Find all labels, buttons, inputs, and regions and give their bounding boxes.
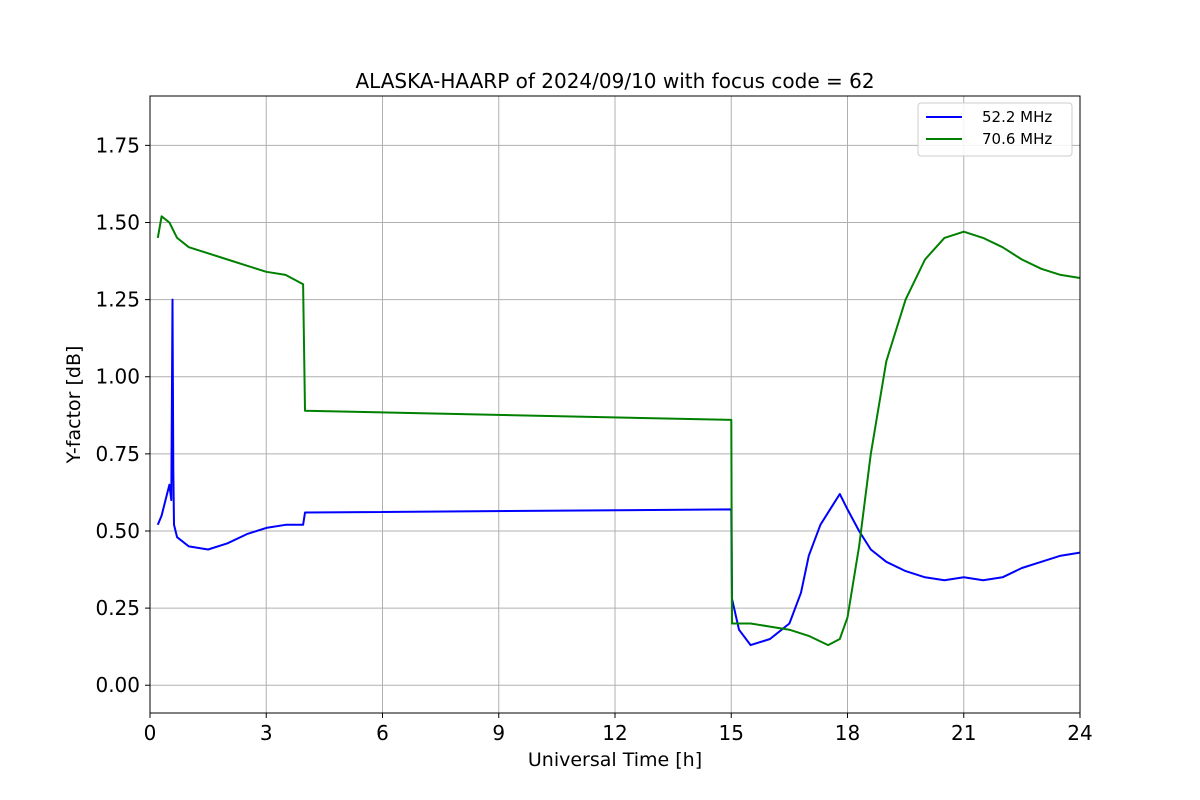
x-tick-label: 21: [951, 721, 976, 745]
x-tick-label: 6: [376, 721, 389, 745]
y-tick-label: 1.25: [95, 288, 140, 312]
y-tick-label: 0.75: [95, 442, 140, 466]
x-tick-label: 9: [492, 721, 505, 745]
x-tick-label: 3: [260, 721, 273, 745]
legend-label-52-mhz: 52.2 MHz: [982, 108, 1052, 126]
axis-ticks: 0 3 6 9 12 15 18 21 24 0.00 0.25 0.50 0.75 1.00 1.25 1.…: [95, 133, 1092, 745]
legend-label-70-mhz: 70.6 MHz: [982, 130, 1052, 148]
x-tick-label: 24: [1067, 721, 1092, 745]
legend: 52.2 MHz 70.6 MHz: [917, 102, 1073, 157]
y-tick-label: 1.50: [95, 210, 140, 234]
x-tick-label: 15: [719, 721, 744, 745]
x-tick-label: 18: [835, 721, 860, 745]
x-tick-label: 0: [144, 721, 157, 745]
y-tick-label: 0.50: [95, 519, 140, 543]
y-tick-label: 1.00: [95, 365, 140, 389]
series-line-0: [156, 298, 1081, 647]
chart-title: ALASKA-HAARP of 2024/09/10 with focus co…: [355, 69, 874, 93]
series-lines: [156, 215, 1081, 647]
y-axis-label: Y-factor [dB]: [63, 346, 85, 465]
y-tick-label: 0.25: [95, 596, 140, 620]
x-axis-label: Universal Time [h]: [528, 749, 702, 771]
series-line-1: [156, 215, 1081, 647]
y-tick-label: 0.00: [95, 673, 140, 697]
x-tick-label: 12: [602, 721, 627, 745]
y-tick-label: 1.75: [95, 133, 140, 157]
